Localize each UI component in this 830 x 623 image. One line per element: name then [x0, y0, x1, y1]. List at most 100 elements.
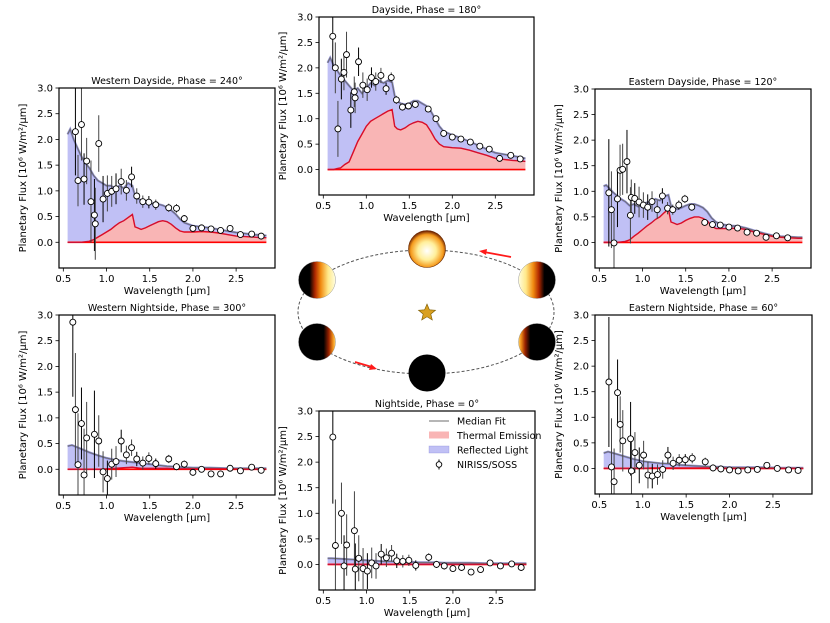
data-point	[627, 435, 635, 443]
data-point	[331, 542, 339, 549]
data-point	[412, 562, 420, 569]
plot-area	[603, 317, 804, 494]
x-tick-label: 2.5	[228, 501, 244, 512]
data-point	[69, 318, 77, 326]
data-point	[717, 465, 725, 473]
data-point	[83, 157, 91, 165]
median-fit-line	[603, 451, 804, 469]
x-axis-title: Wavelength [μm]	[124, 513, 211, 524]
data-point	[95, 437, 103, 445]
panel-title: Nightside, Phase = 0°	[375, 399, 479, 410]
data-point	[347, 106, 355, 114]
y-tick-label: 1.5	[573, 161, 589, 172]
data-point	[198, 224, 206, 232]
y-tick-label: 1.0	[37, 413, 53, 424]
data-point	[794, 0, 800, 3]
x-tick-label: 2.5	[488, 596, 504, 607]
data-point	[517, 564, 525, 571]
data-point	[681, 195, 689, 203]
panel-title: Dayside, Phase = 180°	[372, 5, 482, 16]
x-tick-label: 0.5	[55, 501, 71, 512]
x-axis-title: Wavelength [μm]	[660, 286, 747, 297]
legend-thermal-swatch	[429, 431, 449, 439]
reflected-light-area	[67, 129, 267, 243]
data-point	[355, 58, 363, 66]
x-tick-label: 1.5	[678, 500, 694, 511]
x-tick-label: 2.5	[765, 500, 781, 511]
data-point	[74, 461, 82, 469]
data-point	[372, 78, 380, 86]
data-point	[466, 138, 474, 146]
data-point	[382, 85, 390, 93]
data-point	[635, 461, 643, 469]
x-tick-label: 2.5	[487, 201, 503, 212]
x-tick-label: 2.5	[228, 274, 244, 285]
legend-marker-icon	[435, 461, 443, 468]
plot-area	[326, 17, 526, 171]
y-tick-label: 2.5	[297, 432, 313, 443]
y-axis-title: Planetary Flux [10⁶ W/m²/μm]	[278, 426, 289, 575]
data-point	[507, 151, 515, 159]
data-point	[363, 86, 371, 94]
data-point	[377, 72, 385, 79]
y-tick-label: 2.0	[573, 136, 589, 147]
y-tick-label: 3.0	[297, 407, 313, 418]
data-point	[152, 201, 160, 209]
data-point	[139, 198, 147, 206]
y-tick-label: 1.5	[37, 161, 53, 172]
y-tick-label: 0.0	[573, 464, 589, 475]
data-point	[78, 121, 85, 128]
y-tick-label: 0.5	[37, 212, 53, 223]
y-tick-label: 0.5	[573, 438, 589, 449]
y-axis-title: Planetary Flux [10⁶ W/m²/μm]	[554, 330, 565, 479]
data-point	[343, 541, 351, 549]
reflected-light-area	[327, 57, 526, 170]
data-point	[99, 195, 107, 203]
y-axis-title: Planetary Flux [10⁶ W/m²/μm]	[554, 104, 565, 253]
planet-western-nightside-icon	[298, 323, 336, 361]
x-tick-label: 1.0	[635, 500, 651, 511]
data-point	[716, 221, 724, 229]
axes-frame	[318, 410, 536, 591]
y-tick-label: 3.0	[297, 13, 313, 24]
data-point	[372, 562, 380, 570]
data-point	[152, 460, 160, 468]
data-point	[448, 133, 456, 141]
x-tick-label: 1.5	[142, 274, 158, 285]
planet-eastern-nightside-icon	[518, 323, 556, 361]
y-tick-label: 0.5	[573, 212, 589, 223]
data-point	[654, 471, 661, 479]
data-point	[95, 140, 103, 147]
panel-title: Eastern Nightside, Phase = 60°	[629, 303, 778, 314]
thermal-emission-area	[603, 209, 803, 243]
x-tick-label: 1.0	[635, 274, 651, 285]
y-tick-label: 2.5	[573, 336, 589, 347]
data-point	[173, 204, 180, 212]
data-point	[405, 556, 413, 564]
y-tick-label: 2.0	[37, 135, 53, 146]
planet-eastern-dayside-icon	[518, 261, 556, 299]
data-point	[133, 455, 141, 463]
data-point	[614, 389, 622, 397]
data-point	[398, 103, 406, 111]
thermal-edge-line	[603, 208, 803, 243]
x-tick-label: 1.5	[402, 596, 418, 607]
x-tick-label: 2.0	[185, 274, 201, 285]
y-tick-label: 0.5	[297, 534, 313, 545]
y-tick-label: 1.0	[573, 413, 589, 424]
data-point	[496, 154, 504, 162]
data-point	[80, 175, 88, 183]
data-point	[165, 204, 173, 212]
data-point	[377, 550, 385, 558]
panel-eastern-nightside: 0.5 1.0 1.5 2.0 2.5 0.0 0.5 1.0 1.5 2.0 2.5 3.0 Wave…	[554, 303, 813, 523]
x-tick-label: 2.0	[721, 274, 737, 285]
y-tick-label: 0.5	[37, 439, 53, 450]
y-tick-label: 2.0	[297, 63, 313, 74]
x-tick-label: 0.5	[591, 274, 607, 285]
x-tick-label: 1.5	[678, 274, 694, 285]
data-point	[71, 128, 79, 136]
data-point	[753, 466, 761, 473]
legend-label: Reflected Light	[457, 446, 529, 457]
y-tick-label: 0.5	[297, 140, 313, 151]
data-point	[664, 451, 672, 459]
